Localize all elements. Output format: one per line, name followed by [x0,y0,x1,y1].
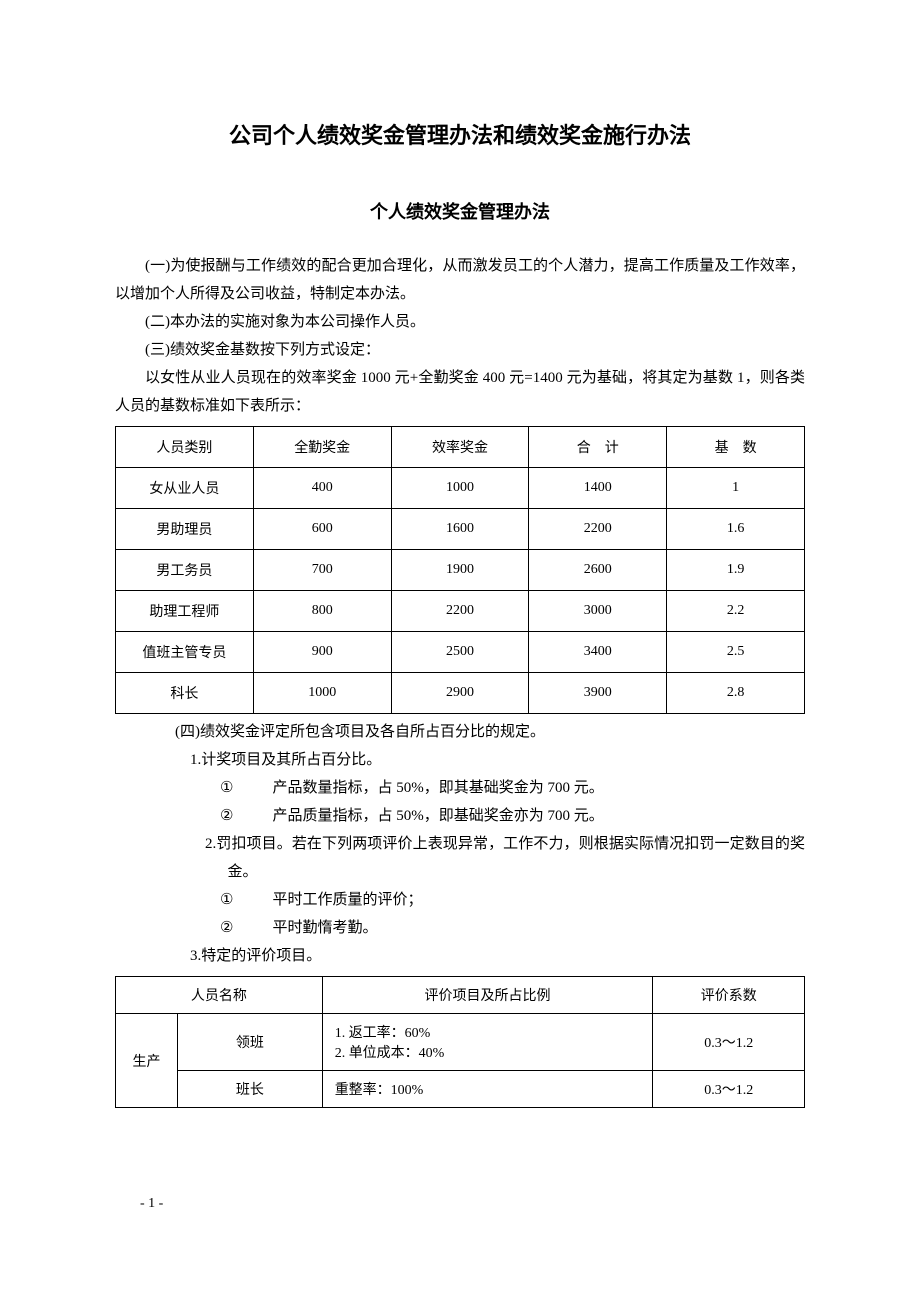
table-row: 生产 领班 1. 返工率：60% 2. 单位成本：40% 0.3～1.2 [116,1014,805,1071]
cell-role: 领班 [178,1014,323,1071]
table-row: 女从业人员 400 1000 1400 1 [116,468,805,509]
paragraph-4: 以女性从业人员现在的效率奖金 1000 元+全勤奖金 400 元=1400 元为… [115,364,805,420]
table-header-row: 人员名称 评价项目及所占比例 评价系数 [116,977,805,1014]
circled-1-icon: ① [220,774,273,802]
circled-2-icon: ② [220,802,273,830]
cell: 女从业人员 [116,468,254,509]
table-row: 助理工程师 800 2200 3000 2.2 [116,591,805,632]
document-page: 公司个人绩效奖金管理办法和绩效奖金施行办法 个人绩效奖金管理办法 (一)为使报酬… [0,0,920,1108]
cell: 1600 [391,509,529,550]
circled-1-icon: ① [220,886,273,914]
cell: 1000 [391,468,529,509]
cell: 1000 [253,673,391,714]
th-efficiency: 效率奖金 [391,427,529,468]
cell: 2.2 [667,591,805,632]
table-row: 班长 重整率：100% 0.3～1.2 [116,1071,805,1108]
cell: 600 [253,509,391,550]
paragraph-11: ②平时勤惰考勤。 [115,914,805,942]
cell: 2200 [391,591,529,632]
cell: 2500 [391,632,529,673]
main-title: 公司个人绩效奖金管理办法和绩效奖金施行办法 [115,118,805,150]
cell: 2200 [529,509,667,550]
table-row: 值班主管专员 900 2500 3400 2.5 [116,632,805,673]
paragraph-10-text: 平时工作质量的评价； [273,892,423,908]
cell-criteria: 1. 返工率：60% 2. 单位成本：40% [322,1014,653,1071]
cell: 助理工程师 [116,591,254,632]
th-personnel: 人员名称 [116,977,323,1014]
cell: 1900 [391,550,529,591]
paragraph-7-text: 产品数量指标，占 50%，即其基础奖金为 700 元。 [273,780,604,796]
cell: 3400 [529,632,667,673]
cell: 1.6 [667,509,805,550]
cell-role: 班长 [178,1071,323,1108]
paragraph-2: (二)本办法的实施对象为本公司操作人员。 [115,308,805,336]
th-criteria: 评价项目及所占比例 [322,977,653,1014]
paragraph-11-text: 平时勤惰考勤。 [273,920,378,936]
cell: 男助理员 [116,509,254,550]
table-evaluation: 人员名称 评价项目及所占比例 评价系数 生产 领班 1. 返工率：60% 2. … [115,976,805,1108]
th-base: 基 数 [667,427,805,468]
cell: 1.9 [667,550,805,591]
paragraph-3: (三)绩效奖金基数按下列方式设定： [115,336,805,364]
th-attendance: 全勤奖金 [253,427,391,468]
cell-group: 生产 [116,1014,178,1108]
paragraph-6: 1.计奖项目及其所占百分比。 [115,746,805,774]
cell: 3900 [529,673,667,714]
paragraph-8: ②产品质量指标，占 50%，即基础奖金亦为 700 元。 [115,802,805,830]
paragraph-9: 2.罚扣项目。若在下列两项评价上表现异常，工作不力，则根据实际情况扣罚一定数目的… [115,830,805,886]
paragraph-10: ①平时工作质量的评价； [115,886,805,914]
cell-coef: 0.3～1.2 [653,1071,805,1108]
cell: 科长 [116,673,254,714]
th-category: 人员类别 [116,427,254,468]
cell: 2.8 [667,673,805,714]
table-row: 科长 1000 2900 3900 2.8 [116,673,805,714]
paragraph-12: 3.特定的评价项目。 [115,942,805,970]
th-total: 合 计 [529,427,667,468]
table-row: 男助理员 600 1600 2200 1.6 [116,509,805,550]
table-base-numbers: 人员类别 全勤奖金 效率奖金 合 计 基 数 女从业人员 400 1000 14… [115,426,805,714]
page-number: - 1 - [140,1196,163,1212]
cell-criteria: 重整率：100% [322,1071,653,1108]
table-header-row: 人员类别 全勤奖金 效率奖金 合 计 基 数 [116,427,805,468]
table-row: 男工务员 700 1900 2600 1.9 [116,550,805,591]
circled-2-icon: ② [220,914,273,942]
cell: 值班主管专员 [116,632,254,673]
cell-coef: 0.3～1.2 [653,1014,805,1071]
cell: 800 [253,591,391,632]
cell: 700 [253,550,391,591]
cell: 2600 [529,550,667,591]
cell: 3000 [529,591,667,632]
paragraph-5: (四)绩效奖金评定所包含项目及各自所占百分比的规定。 [115,718,805,746]
paragraph-7: ①产品数量指标，占 50%，即其基础奖金为 700 元。 [115,774,805,802]
cell: 900 [253,632,391,673]
cell: 1 [667,468,805,509]
th-coef: 评价系数 [653,977,805,1014]
cell: 男工务员 [116,550,254,591]
sub-title: 个人绩效奖金管理办法 [115,198,805,224]
cell: 2900 [391,673,529,714]
cell: 2.5 [667,632,805,673]
cell: 400 [253,468,391,509]
paragraph-8-text: 产品质量指标，占 50%，即基础奖金亦为 700 元。 [273,808,604,824]
cell: 1400 [529,468,667,509]
paragraph-1: (一)为使报酬与工作绩效的配合更加合理化，从而激发员工的个人潜力，提高工作质量及… [115,252,805,308]
